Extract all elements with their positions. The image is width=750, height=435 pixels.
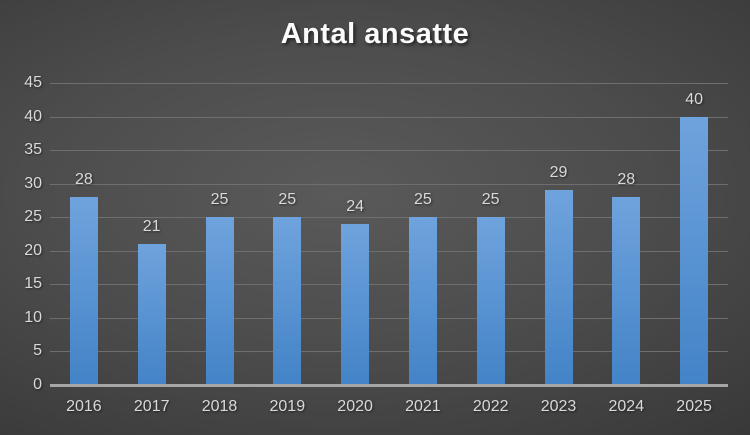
x-tick-label-2025: 2025 [676, 398, 712, 415]
bar-2016 [69, 197, 98, 385]
gridline-y25 [50, 217, 728, 219]
x-axis-line [50, 384, 728, 387]
bar-value-label-2018: 25 [210, 191, 229, 209]
bar-2019 [273, 217, 302, 385]
y-tick-label-40: 40 [24, 107, 42, 125]
gridline-y40 [50, 116, 728, 118]
bar-value-label-2016: 28 [75, 171, 93, 189]
x-tick-label-2017: 2017 [133, 398, 170, 415]
bar-value-label-2021: 25 [413, 191, 432, 209]
x-tick-label-2024: 2024 [608, 398, 645, 415]
y-tick-label-15: 15 [24, 275, 42, 293]
gridline-y35 [50, 150, 728, 152]
gridline-y10 [50, 317, 728, 319]
y-tick-label-30: 30 [24, 174, 42, 192]
x-tick-label-2016: 2016 [66, 398, 102, 415]
plot-area: 28 21 25 25 24 25 25 29 28 40 [50, 83, 728, 385]
bar-2024 [612, 197, 641, 385]
gridline-y30 [50, 183, 728, 185]
bar-value-label-2022: 25 [481, 191, 500, 209]
gridline-y20 [50, 250, 728, 252]
bar-2018 [205, 217, 234, 385]
bar-value-label-2017: 21 [142, 218, 161, 236]
x-tick-label-2022: 2022 [472, 398, 509, 415]
y-tick-label-45: 45 [24, 74, 42, 91]
x-tick-label-2020: 2020 [337, 398, 373, 415]
bar-value-label-2024: 28 [617, 171, 636, 189]
bar-2023 [544, 190, 573, 385]
x-tick-label-2023: 2023 [540, 398, 577, 415]
bar-2022 [476, 217, 505, 385]
y-tick-label-10: 10 [24, 308, 42, 326]
bar-value-label-2023: 29 [549, 164, 568, 182]
chart-title: Antal ansatte [280, 18, 470, 50]
bar-2020 [341, 223, 370, 385]
gridline-y15 [50, 284, 728, 286]
bar-value-label-2020: 24 [346, 197, 364, 215]
y-tick-label-20: 20 [24, 241, 42, 259]
bar-value-label-2025: 40 [685, 90, 703, 108]
y-tick-label-0: 0 [33, 376, 42, 393]
gridline-y5 [50, 351, 728, 353]
bar-2017 [137, 244, 166, 385]
bar-2021 [408, 217, 437, 385]
y-tick-label-5: 5 [33, 342, 42, 360]
gridline-y45 [50, 83, 728, 84]
x-tick-label-2021: 2021 [405, 398, 441, 415]
y-tick-label-25: 25 [24, 208, 42, 226]
x-tick-label-2019: 2019 [269, 398, 306, 415]
bar-value-label-2019: 25 [278, 191, 297, 209]
y-tick-label-35: 35 [24, 141, 42, 159]
bar-2025 [680, 116, 709, 385]
x-tick-label-2018: 2018 [201, 398, 238, 415]
